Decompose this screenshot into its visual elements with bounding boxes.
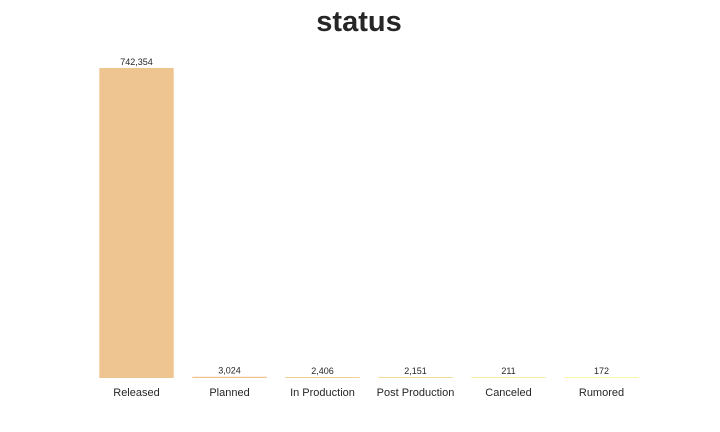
bar-planned	[192, 376, 267, 378]
value-label-post-production: 2,151	[404, 366, 427, 376]
x-tick-label-post-production: Post Production	[377, 387, 455, 399]
bar-released	[99, 68, 174, 378]
value-label-canceled: 211	[501, 366, 515, 376]
value-label-in-production: 2,406	[311, 366, 334, 376]
x-tick-label-planned: Planned	[209, 387, 249, 399]
bar-in-production	[285, 377, 360, 378]
value-label-released: 742,354	[120, 57, 153, 67]
value-label-rumored: 172	[594, 366, 609, 376]
value-labels-group: 742,354 3,024 2,406 2,151 211 172	[120, 57, 609, 376]
bar-rumored	[564, 377, 639, 378]
x-tick-label-rumored: Rumored	[579, 387, 624, 399]
bar-post-production	[378, 377, 453, 378]
bar-canceled	[471, 377, 546, 378]
x-tick-labels-group: Released Planned In Production Post Product…	[113, 387, 624, 399]
x-tick-label-canceled: Canceled	[485, 387, 531, 399]
bars-group	[99, 68, 639, 378]
chart-title: status	[316, 6, 401, 38]
x-tick-label-released: Released	[113, 387, 159, 399]
value-label-planned: 3,024	[218, 366, 241, 376]
x-tick-label-in-production: In Production	[290, 387, 355, 399]
